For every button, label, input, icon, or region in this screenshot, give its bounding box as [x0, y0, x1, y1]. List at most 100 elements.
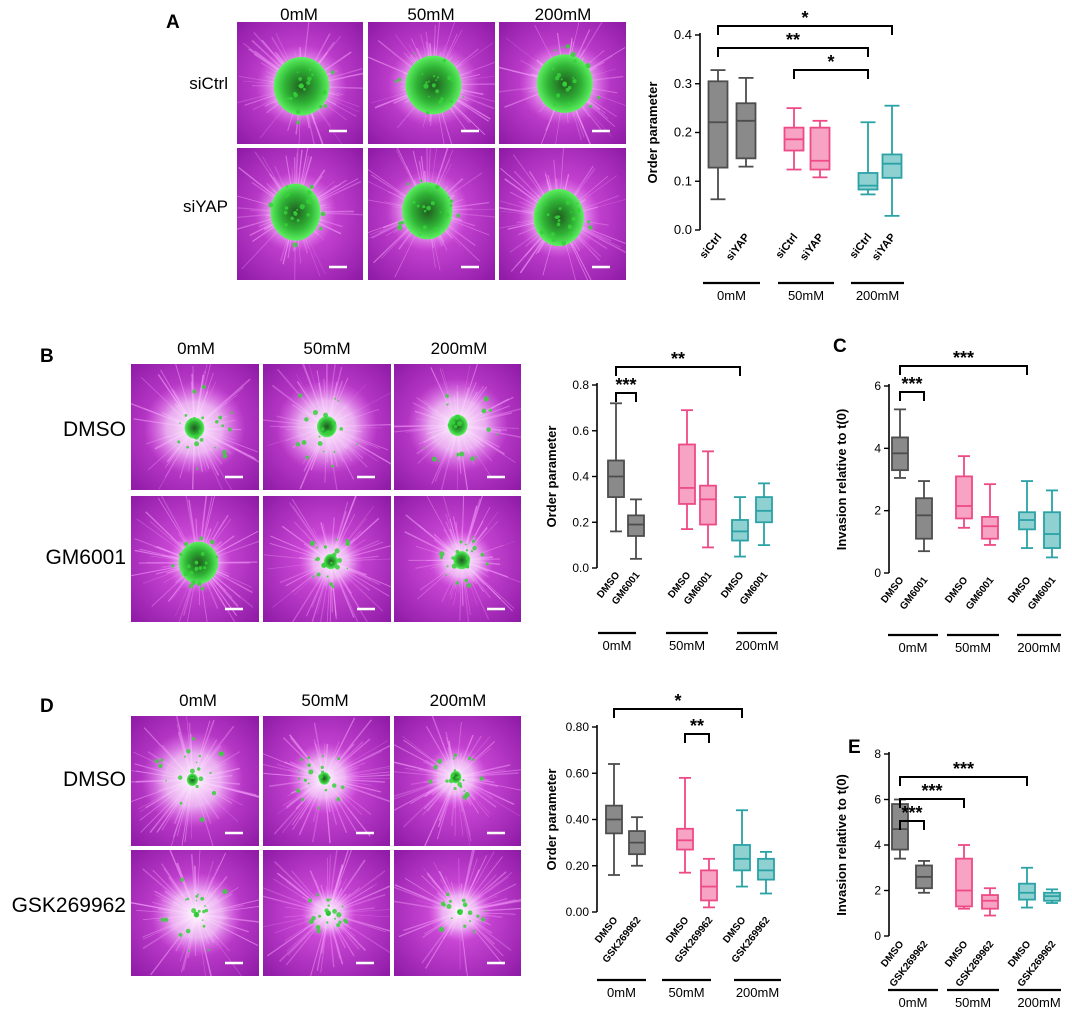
- y-axis-label: Invasion relative to t(0): [834, 774, 849, 916]
- significance-bracket: *: [793, 52, 869, 79]
- micrograph-image: [131, 364, 259, 490]
- y-tick-label: 6: [874, 793, 881, 807]
- significance-bracket: ***: [899, 781, 965, 808]
- box-gm6001-50mm: [981, 483, 999, 546]
- box-gm6001-200mm: [1043, 489, 1061, 559]
- box-siyap-0mm: [735, 77, 757, 168]
- box-dmso-0mm: [891, 408, 909, 479]
- y-axis-label: Invasion relative to t(0): [834, 409, 849, 551]
- column-label: 50mM: [407, 5, 454, 24]
- bracket-line: [615, 392, 637, 402]
- bracket-line: [899, 391, 925, 401]
- y-axis-label: Order parameter: [645, 82, 660, 184]
- box-body: [735, 102, 757, 160]
- y-tick-label: 0.6: [572, 424, 589, 438]
- micrograph-image: [263, 850, 390, 976]
- significance-stars: ***: [901, 803, 922, 823]
- box-gm6001-50mm: [699, 450, 717, 549]
- box-body: [757, 857, 775, 881]
- group-label: 0mM: [899, 995, 928, 1010]
- group-label: 200mM: [1017, 640, 1060, 655]
- column-label: 0mM: [177, 339, 215, 358]
- panel-letter-d: D: [40, 696, 54, 717]
- bracket-line: [717, 47, 869, 57]
- bracket-line: [899, 365, 1028, 375]
- box-gsk269962-50mm: [700, 857, 718, 909]
- box-gsk269962-200mm: [757, 850, 775, 895]
- box-dmso-200mm: [1018, 480, 1036, 549]
- box-body: [881, 153, 903, 179]
- box-dmso-50mm: [955, 844, 973, 910]
- row-label: siCtrl: [189, 74, 228, 93]
- bracket-line: [717, 25, 893, 35]
- box-gsk269962-0mm: [915, 860, 933, 894]
- significance-stars: ***: [953, 348, 974, 368]
- box-dmso-50mm: [676, 776, 694, 874]
- group-label: 50mM: [955, 995, 991, 1010]
- y-tick-label: 2: [874, 884, 881, 898]
- x-category-label: siYAP: [870, 231, 898, 263]
- box-body: [731, 519, 749, 542]
- significance-stars: **: [786, 30, 800, 50]
- y-tick-label: 4: [874, 441, 881, 455]
- bracket-line: [899, 776, 1028, 786]
- micrograph-grid-a: 0mM 50mM 200mM siCtrl siYAP: [183, 5, 626, 280]
- y-tick-label: 6: [874, 379, 881, 393]
- micrograph-image: [394, 850, 521, 976]
- micrograph-grid-d: 0mM 50mM 200mM DMSO GSK269962: [12, 691, 521, 976]
- y-tick-label: 0.40: [566, 813, 590, 827]
- row-label: DMSO: [63, 768, 126, 791]
- box-body: [981, 516, 999, 540]
- micrograph-image: [263, 364, 391, 490]
- x-category-label: GM6001: [964, 575, 997, 612]
- column-label: 50mM: [303, 339, 350, 358]
- y-tick-label: 0.20: [566, 859, 590, 873]
- bracket-line: [684, 733, 710, 743]
- significance-bracket: *: [613, 691, 743, 718]
- x-category-label: siCtrl: [698, 231, 725, 261]
- box-sictrl-0mm: [707, 69, 729, 201]
- group-label: 0mM: [603, 638, 632, 653]
- significance-stars: **: [671, 349, 685, 369]
- significance-bracket: **: [615, 349, 741, 376]
- y-tick-label: 0.2: [572, 515, 589, 529]
- box-body: [678, 443, 696, 505]
- y-tick-label: 0.4: [674, 27, 692, 42]
- group-label: 0mM: [717, 288, 746, 303]
- panel-letter-a: A: [166, 12, 180, 33]
- group-label: 200mM: [856, 288, 899, 303]
- significance-stars: *: [801, 8, 808, 28]
- significance-bracket: **: [717, 30, 869, 57]
- micrograph-image: [368, 22, 495, 144]
- box-gsk269962-0mm: [628, 816, 646, 867]
- panel-letter-c: C: [833, 336, 847, 357]
- micrograph-image: [368, 148, 495, 280]
- bracket-line: [615, 366, 741, 376]
- y-tick-label: 0.1: [674, 173, 692, 188]
- box-siyap-200mm: [881, 104, 903, 217]
- bracket-line: [793, 69, 869, 79]
- micrograph-image: [131, 716, 259, 846]
- significance-stars: ***: [921, 781, 942, 801]
- micrograph-image: [131, 850, 259, 976]
- box-siyap-50mm: [809, 119, 831, 179]
- row-label: DMSO: [63, 418, 126, 441]
- box-body: [700, 869, 718, 902]
- box-body: [981, 894, 999, 910]
- box-body: [733, 844, 751, 872]
- significance-stars: *: [827, 52, 834, 72]
- significance-stars: ***: [615, 375, 636, 395]
- column-label: 200mM: [430, 691, 487, 710]
- x-category-label: siYAP: [724, 231, 752, 263]
- y-tick-label: 0.8: [572, 378, 589, 392]
- x-category-label: siCtrl: [774, 231, 801, 261]
- significance-bracket: ***: [899, 759, 1028, 786]
- significance-bracket: ***: [899, 803, 925, 830]
- box-dmso-50mm: [678, 409, 696, 531]
- box-body: [915, 497, 933, 540]
- y-tick-label: 0.80: [566, 720, 590, 734]
